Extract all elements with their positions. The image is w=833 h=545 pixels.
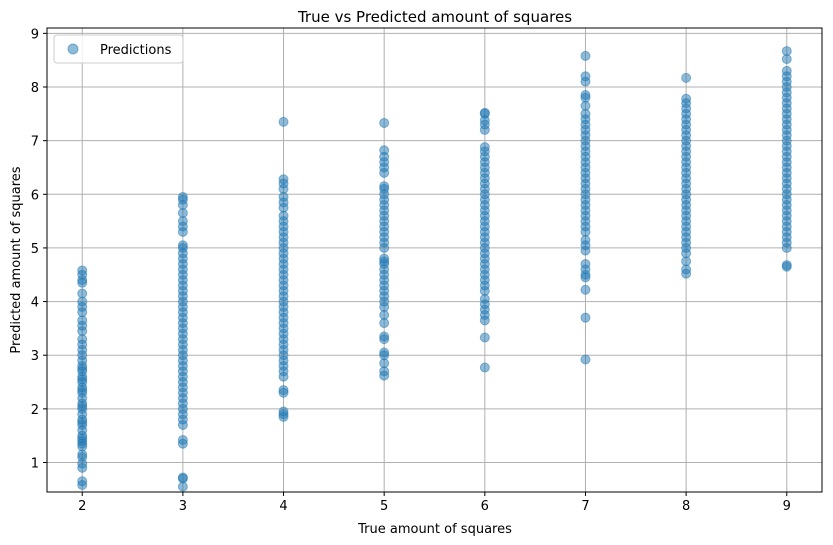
data-point bbox=[580, 50, 591, 61]
data-point bbox=[479, 107, 490, 118]
data-point bbox=[580, 284, 591, 295]
data-point bbox=[278, 174, 289, 185]
x-axis-label: True amount of squares bbox=[357, 522, 512, 537]
y-tick-label: 6 bbox=[31, 188, 39, 203]
data-point bbox=[781, 65, 792, 76]
data-point bbox=[77, 288, 88, 299]
data-point bbox=[479, 332, 490, 343]
legend: Predictions bbox=[53, 34, 184, 64]
y-tick-label: 2 bbox=[31, 403, 39, 418]
y-tick-label: 5 bbox=[31, 242, 39, 257]
data-point bbox=[580, 312, 591, 323]
data-point bbox=[278, 406, 289, 417]
data-point bbox=[781, 260, 792, 271]
y-axis-ticks: 1 2 3 4 5 6 7 8 9 bbox=[31, 27, 47, 471]
data-point bbox=[479, 362, 490, 373]
y-tick-label: 7 bbox=[31, 135, 39, 150]
x-tick-label: 8 bbox=[682, 499, 690, 514]
x-tick-label: 7 bbox=[581, 499, 589, 514]
data-point bbox=[580, 90, 591, 101]
data-point bbox=[681, 72, 692, 83]
data-point bbox=[278, 385, 289, 396]
x-tick-label: 2 bbox=[78, 499, 86, 514]
y-tick-label: 8 bbox=[31, 81, 39, 96]
data-point bbox=[379, 145, 390, 156]
grid-lines bbox=[47, 28, 822, 492]
data-point bbox=[781, 46, 792, 57]
data-points bbox=[77, 46, 792, 492]
data-point bbox=[379, 253, 390, 264]
data-point bbox=[379, 331, 390, 342]
data-point bbox=[278, 116, 289, 127]
data-point bbox=[479, 142, 490, 153]
legend-marker bbox=[67, 43, 79, 55]
legend-label: Predictions bbox=[100, 43, 172, 58]
x-tick-label: 4 bbox=[279, 499, 287, 514]
data-point bbox=[580, 259, 591, 270]
data-point bbox=[177, 434, 188, 445]
data-point bbox=[77, 476, 88, 487]
data-point bbox=[379, 117, 390, 128]
plot-frame bbox=[46, 27, 823, 493]
x-tick-label: 6 bbox=[481, 499, 489, 514]
y-tick-label: 4 bbox=[31, 296, 39, 311]
y-tick-label: 9 bbox=[31, 27, 39, 42]
data-point bbox=[681, 93, 692, 104]
data-point bbox=[177, 191, 188, 202]
data-point bbox=[580, 71, 591, 82]
x-axis-ticks: 2 3 4 5 6 7 8 9 bbox=[78, 492, 791, 514]
data-point bbox=[379, 181, 390, 192]
x-tick-label: 3 bbox=[179, 499, 187, 514]
legend-box bbox=[53, 34, 184, 64]
data-point bbox=[177, 240, 188, 251]
data-point bbox=[177, 472, 188, 483]
data-point bbox=[580, 354, 591, 365]
y-axis-label: Predicted amount of squares bbox=[9, 166, 24, 353]
y-tick-label: 1 bbox=[31, 456, 39, 471]
data-point bbox=[379, 347, 390, 358]
data-point bbox=[77, 265, 88, 276]
chart-title: True vs Predicted amount of squares bbox=[297, 8, 572, 26]
x-tick-label: 9 bbox=[783, 499, 791, 514]
x-tick-label: 5 bbox=[380, 499, 388, 514]
y-tick-label: 3 bbox=[31, 349, 39, 364]
